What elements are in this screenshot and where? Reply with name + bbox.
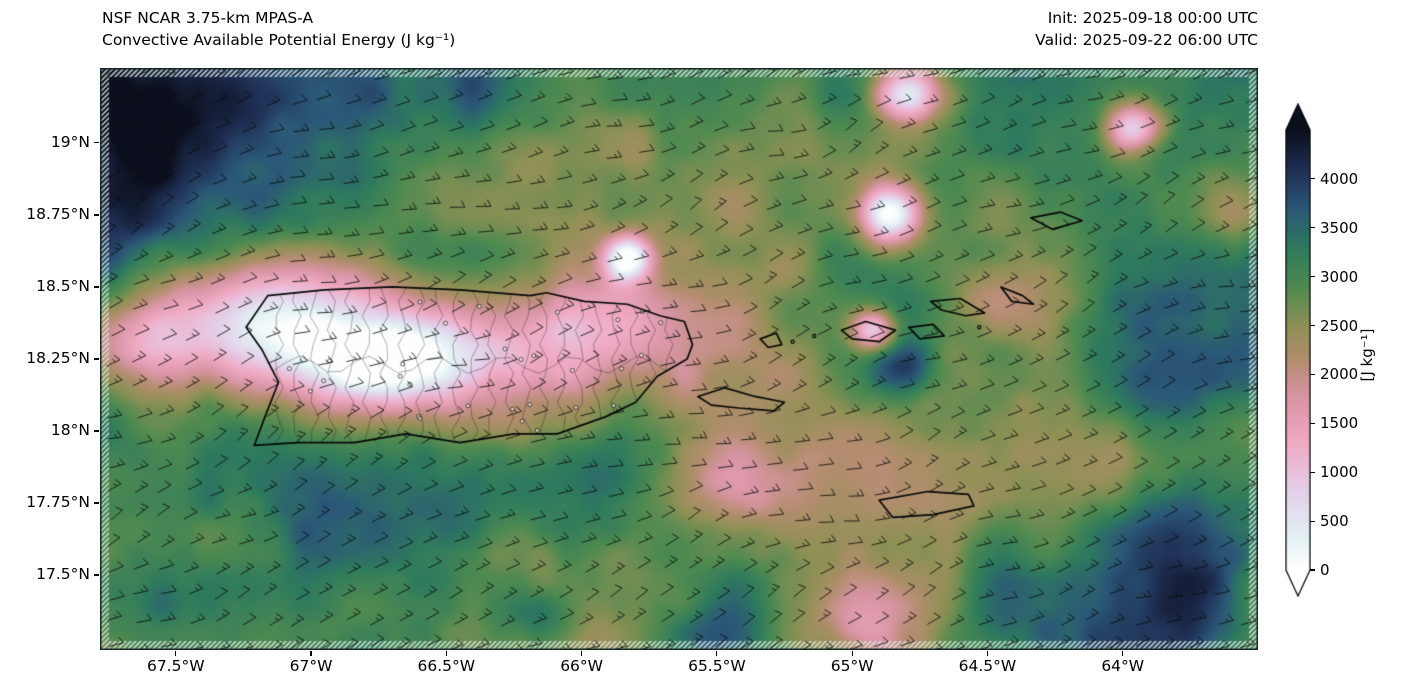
variable-title: Convective Available Potential Energy (J… bbox=[102, 31, 456, 49]
y-tick-label: 18.25°N bbox=[26, 349, 90, 367]
x-tick-label: 64°W bbox=[1101, 657, 1145, 675]
y-tick-label: 18.75°N bbox=[26, 204, 90, 223]
x-tick-mark bbox=[1122, 651, 1124, 656]
colorbar-tick-label: 3500 bbox=[1320, 218, 1359, 237]
x-tick-label: 65.5°W bbox=[688, 657, 746, 675]
colorbar-tick-label: 0 bbox=[1320, 561, 1330, 579]
map-plot-area bbox=[100, 68, 1258, 650]
figure-titles: NSF NCAR 3.75-km MPAS-A Convective Avail… bbox=[102, 7, 455, 51]
colorbar bbox=[1285, 103, 1311, 597]
colorbar-tick-label: 4000 bbox=[1320, 169, 1359, 188]
x-tick-mark bbox=[986, 651, 989, 656]
x-tick-label: 66°W bbox=[560, 657, 603, 675]
x-tick-mark bbox=[445, 651, 447, 656]
y-tick-mark bbox=[94, 286, 99, 288]
colorbar-tick-label: 3000 bbox=[1320, 267, 1359, 286]
y-tick-label: 19°N bbox=[50, 132, 90, 151]
colorbar-tick-label: 500 bbox=[1320, 512, 1349, 531]
y-tick-mark bbox=[94, 214, 99, 216]
y-tick-label: 17.5°N bbox=[36, 565, 90, 584]
y-tick-label: 18°N bbox=[50, 421, 90, 440]
init-time-label: Init: 2025-09-18 00:00 UTC bbox=[1047, 9, 1258, 27]
y-tick-mark bbox=[94, 502, 99, 504]
colorbar-tick-label: 1000 bbox=[1320, 463, 1359, 482]
y-tick-label: 18.5°N bbox=[36, 276, 90, 295]
x-tick-label: 67.5°W bbox=[146, 657, 205, 675]
x-tick-mark bbox=[716, 651, 718, 656]
colorbar-unit-label: [J kg⁻¹] bbox=[1358, 328, 1376, 382]
cape-field-canvas bbox=[100, 68, 1258, 650]
colorbar-tick-label: 2000 bbox=[1320, 365, 1359, 384]
time-labels: Init: 2025-09-18 00:00 UTC Valid: 2025-0… bbox=[1035, 7, 1258, 51]
valid-time-label: Valid: 2025-09-22 06:00 UTC bbox=[1035, 31, 1258, 49]
y-tick-mark bbox=[94, 142, 99, 144]
x-tick-label: 67°W bbox=[289, 657, 333, 675]
y-tick-mark bbox=[94, 430, 99, 432]
x-tick-mark bbox=[851, 651, 853, 656]
model-title: NSF NCAR 3.75-km MPAS-A bbox=[102, 9, 314, 27]
y-tick-label: 17.75°N bbox=[26, 493, 90, 512]
x-tick-mark bbox=[175, 651, 177, 656]
x-tick-label: 64.5°W bbox=[958, 657, 1017, 675]
y-tick-mark bbox=[94, 574, 99, 576]
colorbar-tick-label: 2500 bbox=[1320, 316, 1359, 335]
x-tick-mark bbox=[580, 651, 583, 656]
x-tick-label: 65°W bbox=[830, 657, 874, 675]
x-tick-mark bbox=[310, 651, 312, 656]
x-tick-label: 66.5°W bbox=[417, 657, 476, 675]
colorbar-tick-label: 1500 bbox=[1320, 414, 1359, 433]
y-tick-mark bbox=[94, 358, 99, 360]
